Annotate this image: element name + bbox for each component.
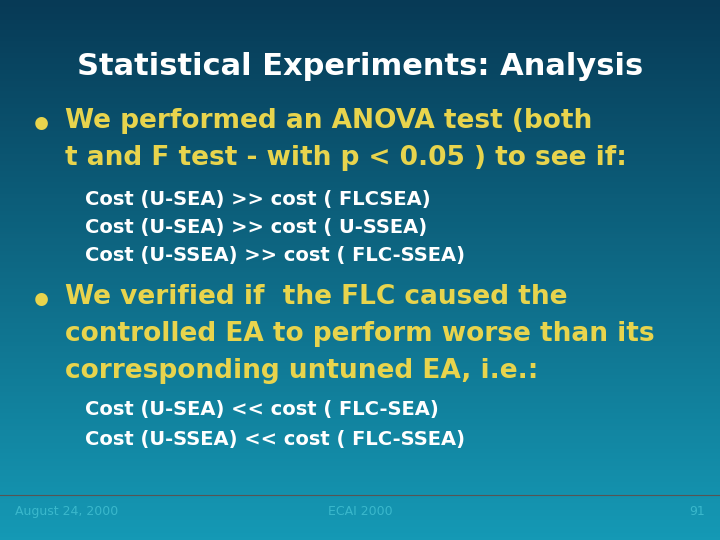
Text: August 24, 2000: August 24, 2000 xyxy=(15,505,118,518)
Text: •: • xyxy=(30,286,53,320)
Text: 91: 91 xyxy=(689,505,705,518)
Text: Cost (U-SSEA) >> cost ( FLC-SSEA): Cost (U-SSEA) >> cost ( FLC-SSEA) xyxy=(85,246,465,265)
Text: Cost (U-SSEA) << cost ( FLC-SSEA): Cost (U-SSEA) << cost ( FLC-SSEA) xyxy=(85,430,465,449)
Text: We verified if  the FLC caused the: We verified if the FLC caused the xyxy=(65,284,567,310)
Text: We performed an ANOVA test (both: We performed an ANOVA test (both xyxy=(65,108,593,134)
Text: corresponding untuned EA, i.e.:: corresponding untuned EA, i.e.: xyxy=(65,358,539,384)
Text: •: • xyxy=(30,110,53,144)
Text: t and F test - with p < 0.05 ) to see if:: t and F test - with p < 0.05 ) to see if… xyxy=(65,145,627,171)
Text: Cost (U-SEA) >> cost ( U-SSEA): Cost (U-SEA) >> cost ( U-SSEA) xyxy=(85,218,427,237)
Text: ECAI 2000: ECAI 2000 xyxy=(328,505,392,518)
Text: Statistical Experiments: Analysis: Statistical Experiments: Analysis xyxy=(77,52,643,81)
Text: Cost (U-SEA) >> cost ( FLCSEA): Cost (U-SEA) >> cost ( FLCSEA) xyxy=(85,190,431,209)
Text: controlled EA to perform worse than its: controlled EA to perform worse than its xyxy=(65,321,654,347)
Text: Cost (U-SEA) << cost ( FLC-SEA): Cost (U-SEA) << cost ( FLC-SEA) xyxy=(85,400,438,419)
